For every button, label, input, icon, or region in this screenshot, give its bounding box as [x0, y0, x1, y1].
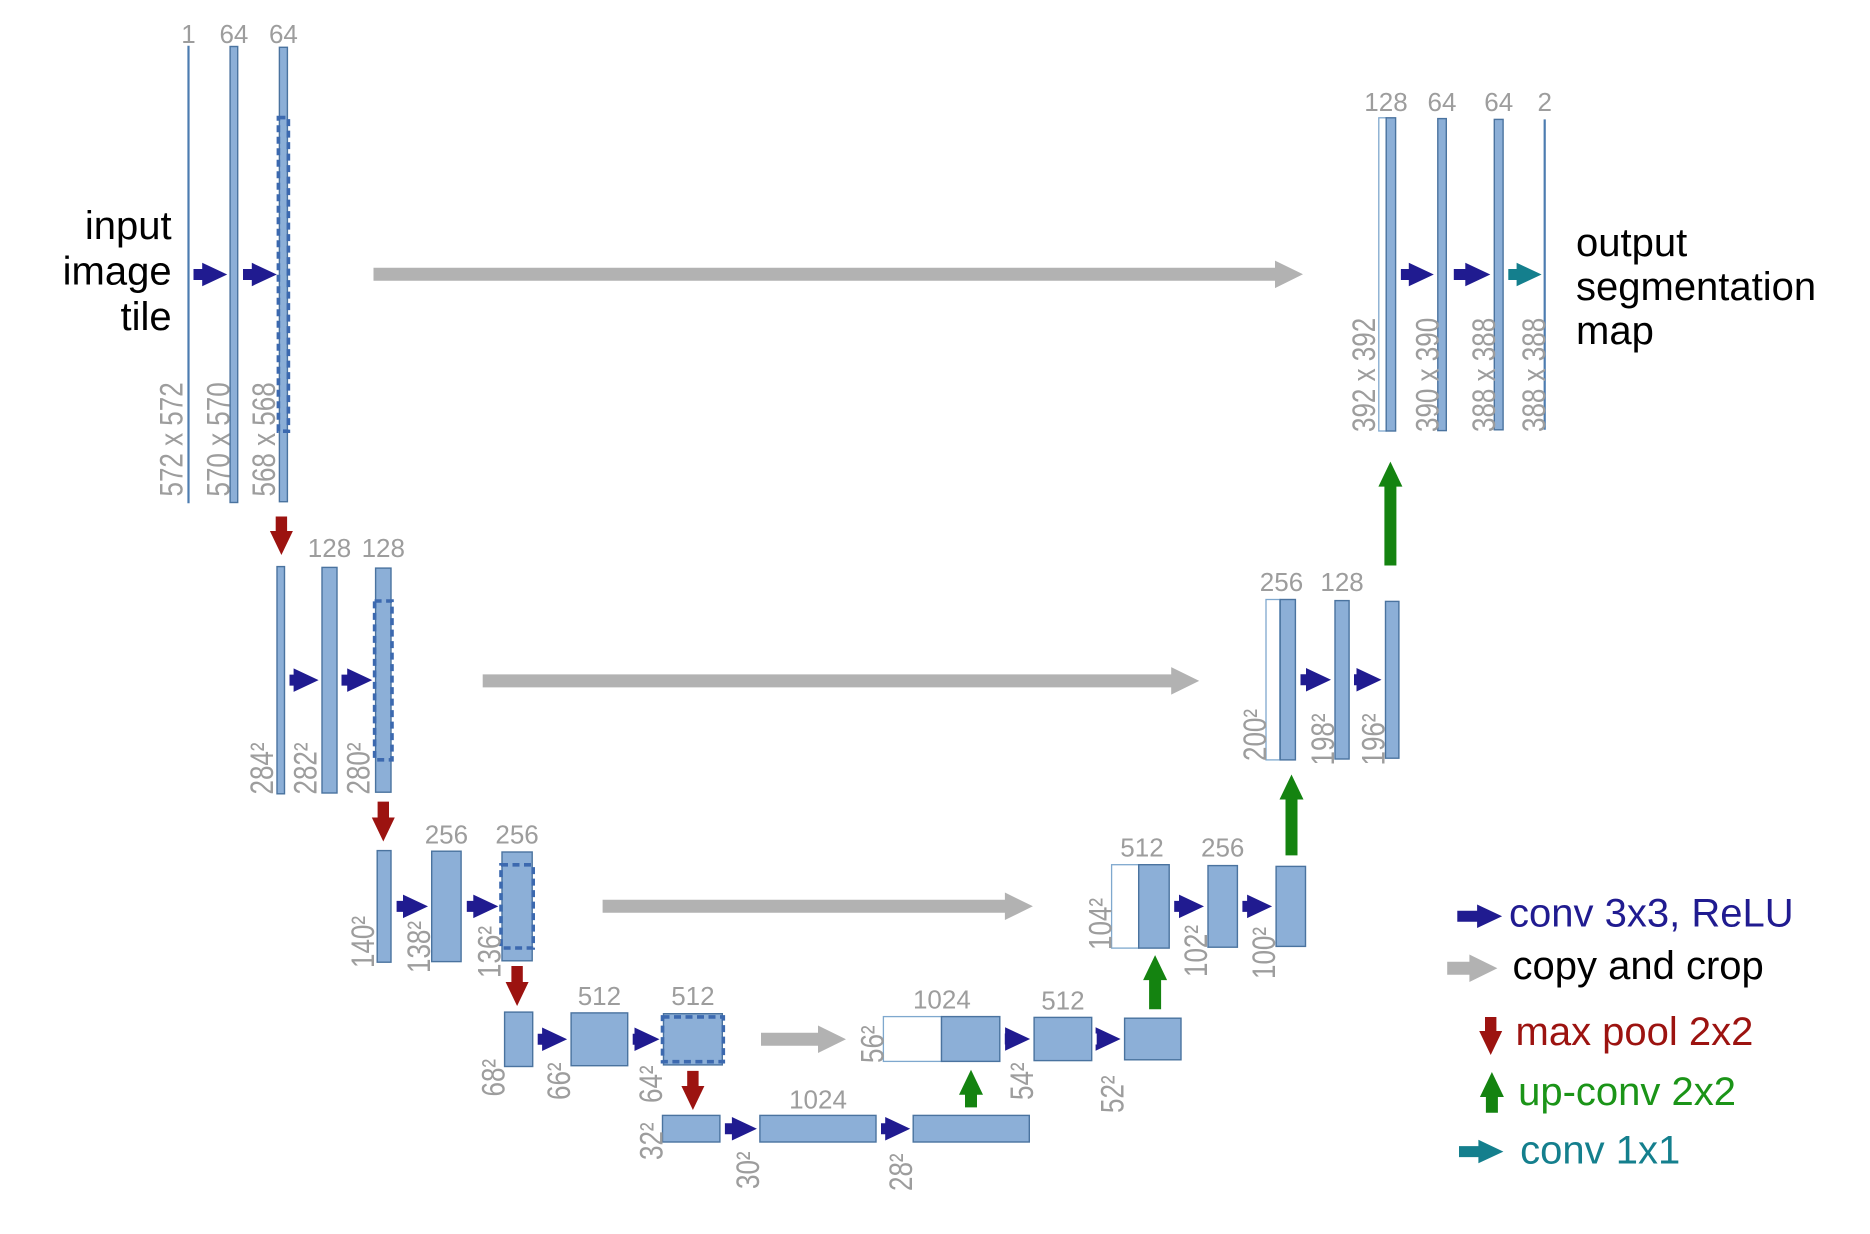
- svg-text:256: 256: [425, 820, 468, 850]
- svg-text:100²: 100²: [1246, 927, 1282, 979]
- svg-text:64²: 64²: [633, 1065, 669, 1103]
- svg-text:128: 128: [1320, 567, 1363, 597]
- svg-text:32²: 32²: [634, 1122, 670, 1160]
- svg-text:max pool 2x2: max pool 2x2: [1516, 1010, 1754, 1054]
- svg-text:30²: 30²: [730, 1151, 766, 1189]
- svg-text:54²: 54²: [1004, 1062, 1040, 1100]
- svg-text:128: 128: [362, 533, 405, 563]
- svg-text:64: 64: [1484, 87, 1513, 117]
- svg-text:output: output: [1576, 221, 1687, 265]
- svg-text:138²: 138²: [401, 921, 437, 973]
- svg-text:282²: 282²: [288, 742, 324, 794]
- svg-text:segmentation: segmentation: [1576, 265, 1816, 309]
- svg-text:256: 256: [1201, 833, 1244, 863]
- svg-text:256: 256: [495, 820, 538, 850]
- svg-text:64: 64: [1428, 87, 1457, 117]
- svg-text:256: 256: [1260, 567, 1303, 597]
- svg-text:1024: 1024: [789, 1084, 847, 1114]
- svg-text:388 x 388: 388 x 388: [1466, 318, 1502, 432]
- svg-text:128: 128: [308, 533, 351, 563]
- svg-text:570 x 570: 570 x 570: [201, 382, 237, 496]
- svg-text:68²: 68²: [476, 1059, 512, 1097]
- svg-text:52²: 52²: [1095, 1075, 1131, 1113]
- svg-text:image: image: [63, 250, 172, 294]
- svg-text:568 x 568: 568 x 568: [246, 382, 282, 496]
- svg-text:1: 1: [181, 19, 195, 49]
- svg-text:284²: 284²: [244, 742, 280, 794]
- svg-text:64: 64: [219, 19, 248, 49]
- svg-text:128: 128: [1364, 87, 1407, 117]
- svg-text:tile: tile: [120, 295, 171, 339]
- svg-text:512: 512: [1120, 833, 1163, 863]
- svg-text:200²: 200²: [1237, 709, 1273, 761]
- svg-text:104²: 104²: [1083, 898, 1119, 950]
- svg-text:1024: 1024: [913, 985, 971, 1015]
- svg-text:64: 64: [269, 19, 298, 49]
- svg-text:input: input: [85, 204, 172, 248]
- svg-text:66²: 66²: [541, 1062, 577, 1100]
- svg-text:up-conv 2x2: up-conv 2x2: [1518, 1070, 1736, 1114]
- svg-text:512: 512: [578, 981, 621, 1011]
- svg-text:136²: 136²: [472, 926, 508, 978]
- svg-text:2: 2: [1537, 87, 1551, 117]
- svg-text:conv 3x3, ReLU: conv 3x3, ReLU: [1509, 892, 1794, 936]
- svg-text:512: 512: [1041, 985, 1084, 1015]
- svg-text:572 x 572: 572 x 572: [154, 382, 190, 496]
- svg-text:388 x 388: 388 x 388: [1516, 318, 1552, 432]
- svg-text:conv 1x1: conv 1x1: [1520, 1129, 1680, 1173]
- svg-text:56²: 56²: [855, 1025, 891, 1063]
- svg-text:392 x 392: 392 x 392: [1346, 318, 1382, 432]
- svg-text:512: 512: [671, 981, 714, 1011]
- svg-text:28²: 28²: [883, 1153, 919, 1191]
- svg-text:map: map: [1576, 309, 1654, 353]
- svg-text:140²: 140²: [345, 916, 381, 968]
- svg-text:copy and crop: copy and crop: [1513, 944, 1764, 988]
- svg-text:102²: 102²: [1178, 925, 1214, 977]
- svg-text:198²: 198²: [1305, 713, 1341, 765]
- svg-text:196²: 196²: [1356, 713, 1392, 765]
- svg-text:280²: 280²: [341, 742, 377, 794]
- svg-text:390 x 390: 390 x 390: [1410, 318, 1446, 432]
